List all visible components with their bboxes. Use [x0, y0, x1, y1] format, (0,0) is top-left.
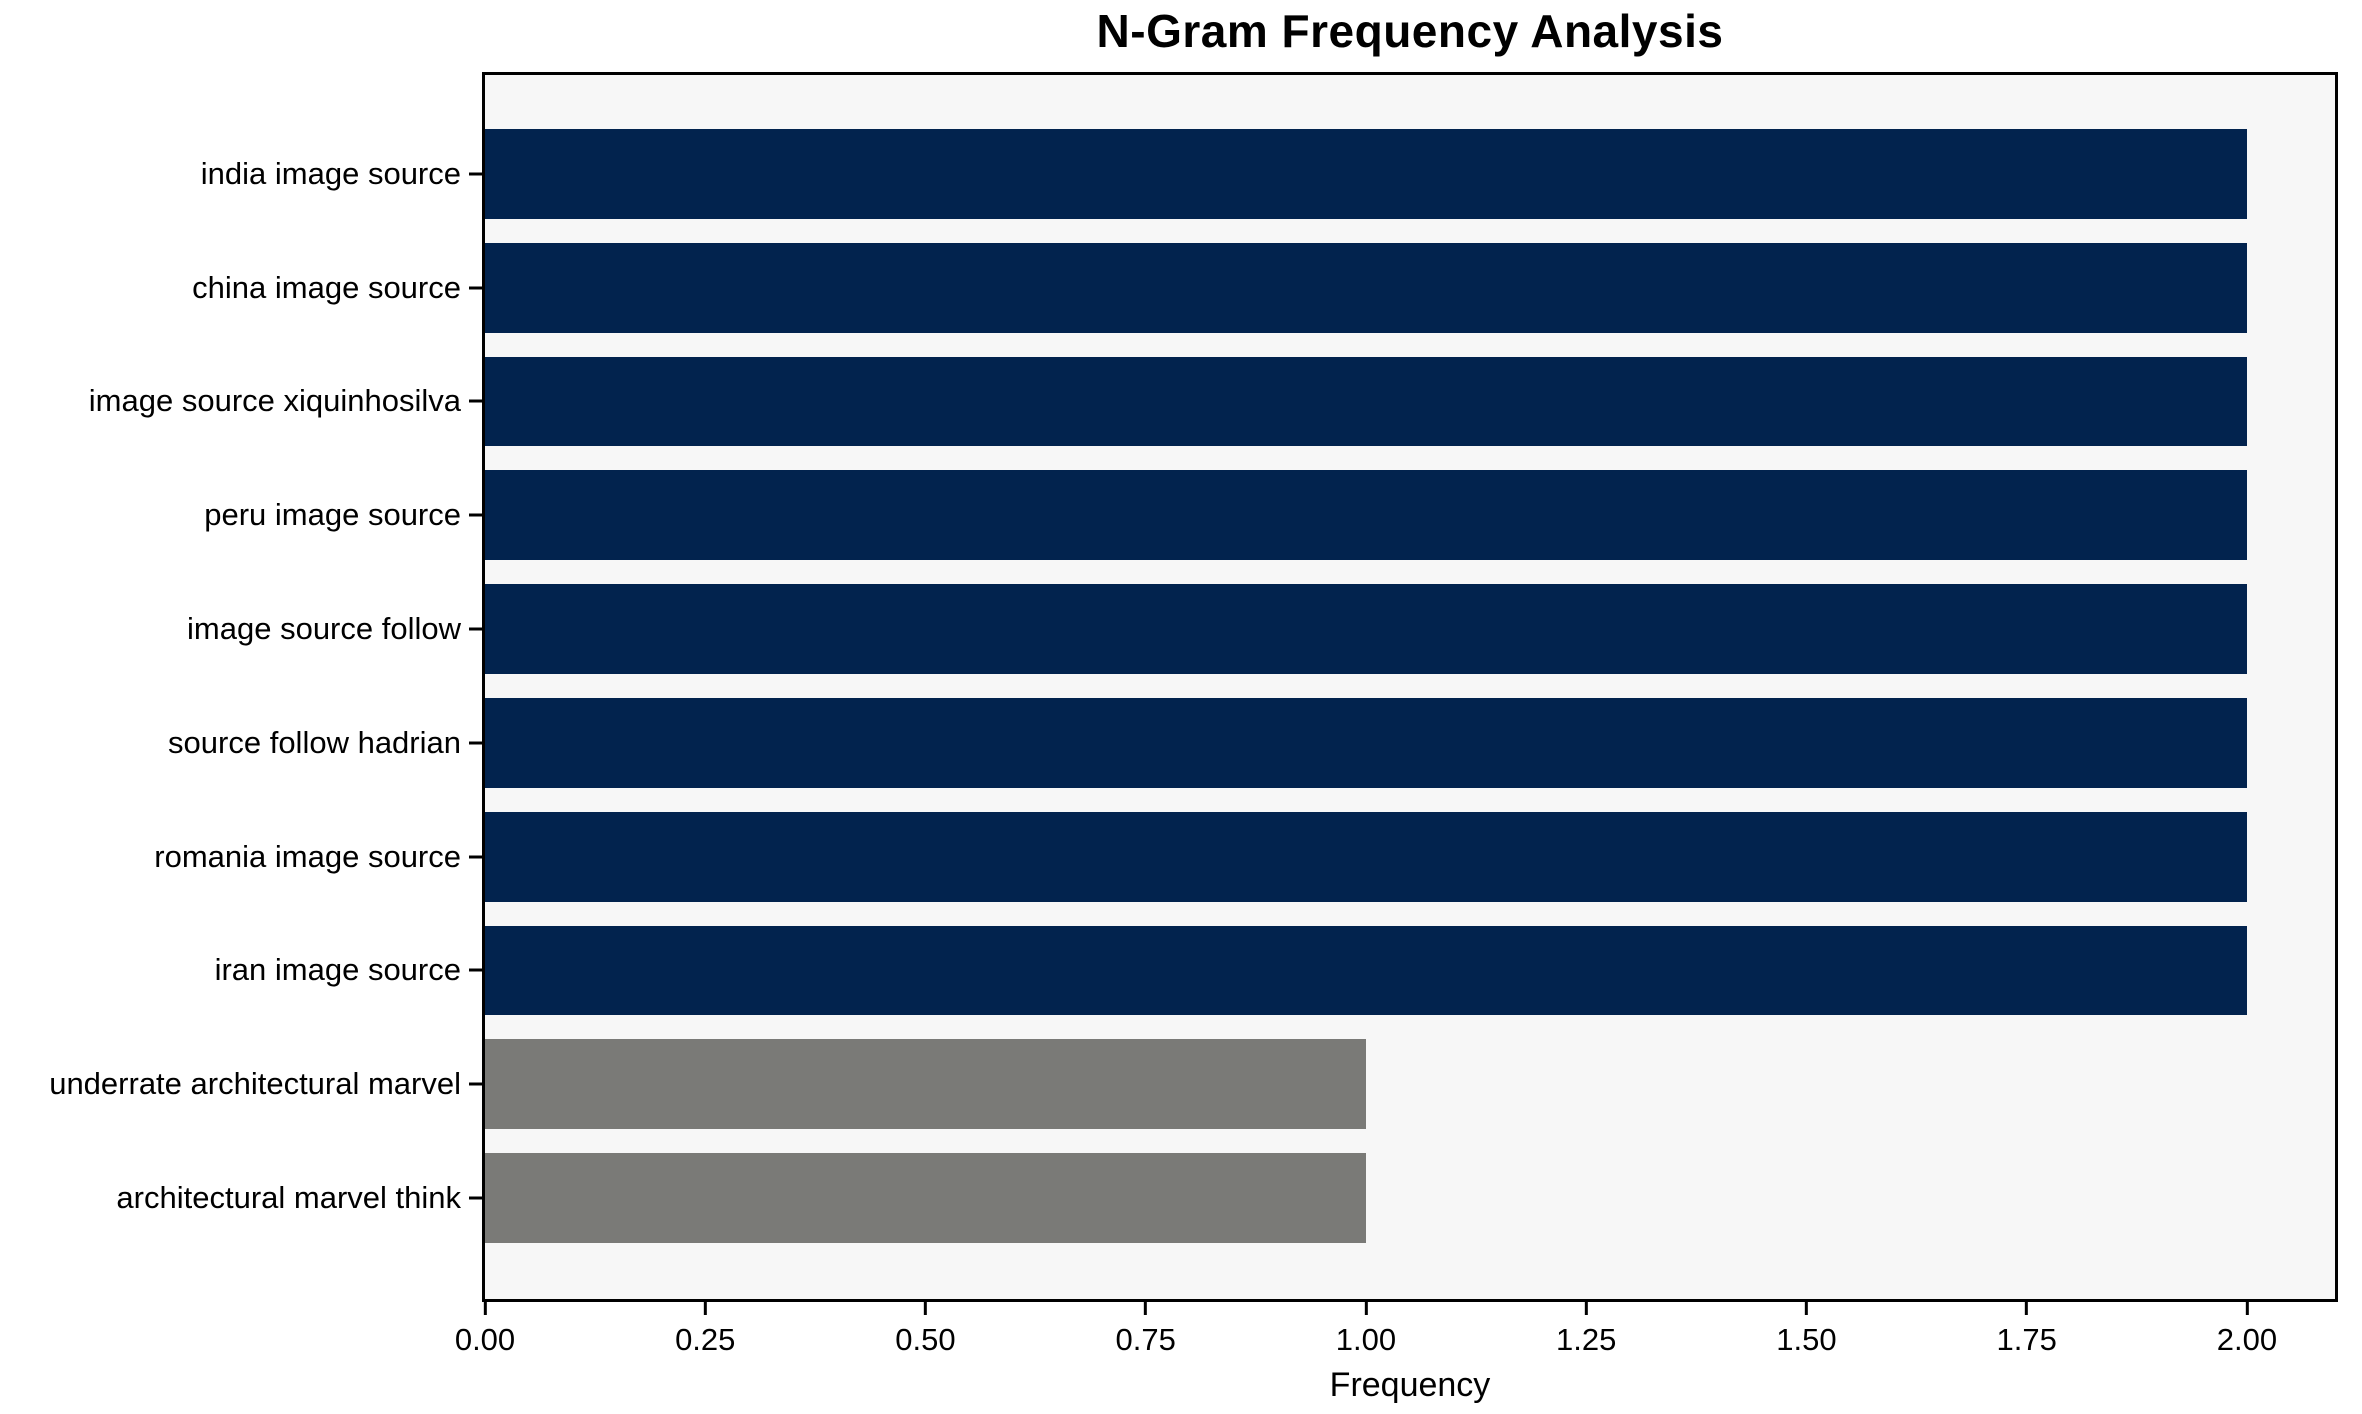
bar-rows-container: india image source china image source imag… — [49, 75, 2335, 1299]
plot-area: india image source china image source imag… — [49, 72, 2338, 1302]
y-tick-label: china image source — [192, 269, 461, 305]
y-tick-mark — [469, 741, 482, 745]
bar-row: source follow hadrian — [168, 686, 2335, 800]
x-tick: 1.75 — [1996, 1302, 2057, 1358]
bar-row: underrate architectural marvel — [49, 1027, 2335, 1141]
bar — [485, 242, 2247, 333]
x-tick-mark — [1584, 1302, 1588, 1315]
bar — [485, 356, 2247, 447]
x-tick-mark — [2025, 1302, 2029, 1315]
x-tick-label: 0.25 — [675, 1322, 736, 1357]
x-tick: 1.25 — [1556, 1302, 1616, 1358]
x-axis: 0.00 0.25 0.50 0.75 1.00 1.25 1.50 1.75 2.00 — [455, 1302, 2335, 1372]
bar-row: architectural marvel think — [116, 1141, 2335, 1255]
chart-title: N-Gram Frequency Analysis — [1096, 5, 1724, 57]
x-tick-mark — [703, 1302, 707, 1315]
bar-row: image source follow — [187, 572, 2335, 686]
y-tick-mark — [469, 1196, 482, 1200]
x-tick: 2.00 — [2217, 1302, 2277, 1358]
y-tick-label: underrate architectural marvel — [49, 1066, 461, 1102]
bar — [485, 811, 2247, 902]
y-tick-mark — [469, 172, 482, 176]
y-tick-mark — [469, 968, 482, 972]
y-tick-label: image source xiquinhosilva — [88, 383, 461, 419]
y-tick-label: architectural marvel think — [116, 1180, 461, 1216]
x-tick-mark — [1144, 1302, 1148, 1315]
x-tick-mark — [923, 1302, 927, 1315]
x-tick-label: 0.00 — [454, 1322, 516, 1357]
y-tick-mark — [469, 286, 482, 290]
x-axis-label: Frequency — [1329, 1366, 1491, 1404]
x-tick-label: 1.75 — [1996, 1322, 2057, 1357]
x-tick: 1.00 — [1336, 1302, 1396, 1358]
x-tick-label: 1.50 — [1776, 1322, 1837, 1357]
bar — [485, 1153, 1366, 1244]
x-tick-label: 1.25 — [1556, 1322, 1617, 1357]
y-tick-mark — [469, 399, 482, 403]
y-tick-label: india image source — [200, 155, 461, 191]
bar-row: romania image source — [154, 800, 2335, 914]
bar-row: china image source — [192, 231, 2335, 345]
x-tick-label: 0.75 — [1115, 1322, 1176, 1357]
y-tick-label: image source follow — [187, 611, 461, 647]
x-tick-mark — [2245, 1302, 2249, 1315]
bar — [485, 128, 2247, 219]
y-tick-mark — [469, 1082, 482, 1086]
bar-row: image source xiquinhosilva — [89, 345, 2335, 459]
x-tick: 0.25 — [675, 1302, 735, 1358]
x-tick: 0.00 — [455, 1302, 515, 1358]
bar-row: india image source — [201, 117, 2335, 231]
bar-row: peru image source — [204, 458, 2335, 572]
x-tick-mark — [1804, 1302, 1808, 1315]
bar — [485, 584, 2247, 675]
bar — [485, 697, 2247, 788]
bar — [485, 925, 2247, 1016]
y-tick-label: peru image source — [204, 497, 461, 533]
y-tick-mark — [469, 627, 482, 631]
x-tick-label: 2.00 — [2216, 1322, 2278, 1357]
x-tick: 0.50 — [895, 1302, 956, 1358]
bar-row: iran image source — [215, 914, 2335, 1028]
y-tick-label: source follow hadrian — [168, 724, 461, 760]
x-tick-mark — [1364, 1302, 1368, 1315]
x-tick-label: 1.00 — [1335, 1322, 1397, 1357]
x-tick-mark — [483, 1302, 487, 1315]
x-tick: 0.75 — [1116, 1302, 1176, 1358]
y-tick-mark — [469, 855, 482, 859]
bar — [485, 1039, 1366, 1130]
x-tick: 1.50 — [1776, 1302, 1837, 1358]
x-tick-label: 0.50 — [895, 1322, 956, 1357]
y-tick-label: iran image source — [214, 952, 461, 988]
y-tick-mark — [469, 513, 482, 517]
y-tick-label: romania image source — [154, 838, 461, 874]
bar — [485, 470, 2247, 561]
